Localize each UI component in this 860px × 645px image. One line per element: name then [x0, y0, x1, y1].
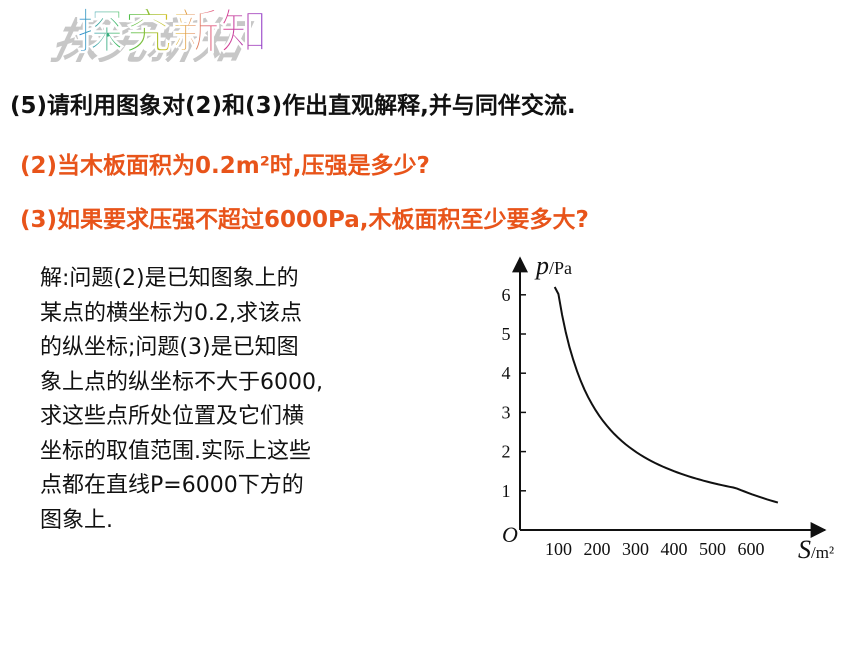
x-tick-label: 200 — [584, 539, 611, 559]
answer-text: 解:问题(2)是已知图象上的 某点的横坐标为0.2,求该点 的纵坐标;问题(3)… — [40, 262, 460, 538]
answer-line: 象上点的纵坐标不大于6000, — [40, 369, 323, 395]
y-tick-label: 3 — [502, 402, 511, 422]
title-banner: 探究新知 探究新知 — [48, 4, 269, 63]
x-tick-label: 100 — [545, 539, 572, 559]
question-main: (5)请利用图象对(2)和(3)作出直观解释,并与同伴交流. — [10, 93, 576, 119]
answer-line: 解:问题(2)是已知图象上的 — [40, 266, 299, 291]
answer-line: 求这些点所处位置及它们横 — [40, 404, 305, 429]
answer-line: 图象上. — [40, 507, 113, 533]
y-tick-label: 2 — [502, 442, 511, 462]
x-axis-var: S — [798, 535, 811, 564]
y-axis-label: p/Pa — [534, 251, 572, 280]
x-tick-label: 600 — [738, 539, 765, 559]
origin-label: O — [502, 522, 518, 547]
y-tick-label: 4 — [502, 363, 511, 383]
series-line — [553, 286, 779, 504]
x-axis-label: S/m² — [798, 535, 834, 564]
y-axis-var: p — [534, 251, 549, 280]
question-2: (2)当木板面积为0.2m²时,压强是多少? — [20, 153, 430, 179]
pressure-area-chart: 100 200 300 400 500 600 1 2 3 4 5 6 O S/m² p/Pa — [502, 251, 835, 564]
y-tick-label: 1 — [502, 481, 511, 501]
x-axis-unit: /m² — [811, 543, 834, 562]
y-tick-label: 5 — [502, 324, 511, 344]
page-title: 探究新知 — [76, 4, 268, 60]
x-tick-label: 400 — [661, 539, 688, 559]
y-axis-unit: /Pa — [549, 258, 572, 278]
x-tick-label: 500 — [699, 539, 726, 559]
x-tick-label: 300 — [622, 539, 649, 559]
y-tick-label: 6 — [502, 285, 511, 305]
answer-line: 坐标的取值范围.实际上这些 — [40, 438, 311, 464]
answer-line: 某点的横坐标为0.2,求该点 — [40, 300, 302, 326]
answer-line: 的纵坐标;问题(3)是已知图 — [40, 335, 299, 360]
title-shadow: 探究新知 — [48, 13, 262, 62]
answer-line: 点都在直线P=6000下方的 — [40, 473, 304, 498]
question-3: (3)如果要求压强不超过6000Pa,木板面积至少要多大? — [20, 207, 589, 233]
